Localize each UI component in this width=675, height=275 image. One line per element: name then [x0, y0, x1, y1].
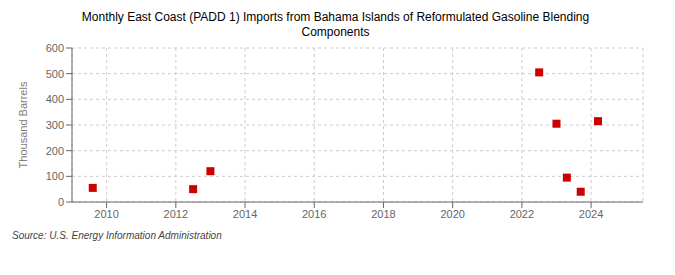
svg-text:500: 500: [46, 68, 64, 80]
svg-text:2016: 2016: [302, 208, 326, 220]
svg-text:300: 300: [46, 119, 64, 131]
svg-text:100: 100: [46, 170, 64, 182]
html-text:Source: U.S. Energy Informatio: Source: U.S. Energy Information Administ…: [12, 230, 222, 241]
svg-text:2014: 2014: [233, 208, 257, 220]
svg-text:2022: 2022: [510, 208, 534, 220]
svg-text:600: 600: [46, 42, 64, 54]
svg-text:400: 400: [46, 93, 64, 105]
svg-text:200: 200: [46, 145, 64, 157]
svg-text:2024: 2024: [579, 208, 603, 220]
svg-text:Thousand Barrels: Thousand Barrels: [17, 81, 29, 168]
svg-text:2012: 2012: [164, 208, 188, 220]
svg-text:2018: 2018: [371, 208, 395, 220]
svg-text:2020: 2020: [440, 208, 464, 220]
svg-text:0: 0: [58, 196, 64, 208]
html-text:Monthly East Coast (PADD 1) Im: Monthly East Coast (PADD 1) Imports from…: [81, 10, 590, 24]
html-text:Components: Components: [301, 25, 370, 39]
svg-text:2010: 2010: [94, 208, 118, 220]
